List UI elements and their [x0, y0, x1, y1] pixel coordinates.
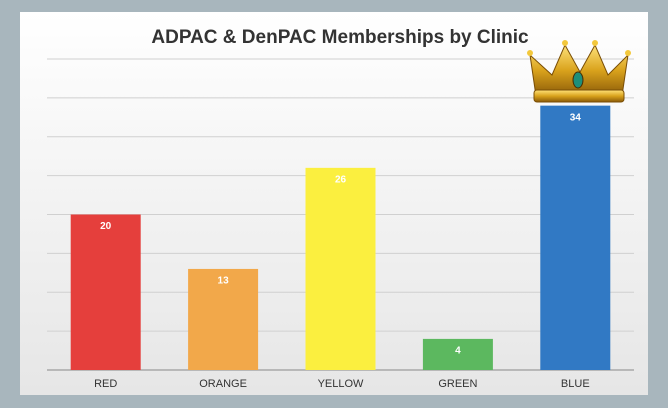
value-label: 4: [455, 346, 461, 357]
value-label: 34: [570, 112, 582, 123]
bar: [422, 338, 493, 370]
value-label: 26: [335, 174, 347, 185]
value-label: 13: [218, 276, 230, 287]
crown-decoration: [527, 40, 631, 103]
x-tick-label: BLUE: [561, 378, 590, 390]
x-tick-label: ORANGE: [199, 378, 247, 390]
x-tick-label: GREEN: [438, 378, 477, 390]
bar: [305, 167, 376, 370]
x-tick-label: YELLOW: [318, 378, 364, 390]
chart-title: ADPAC & DenPAC Memberships by Clinic: [151, 27, 529, 48]
x-tick-label: RED: [94, 378, 117, 390]
bar: [70, 214, 141, 370]
bar: [188, 268, 259, 370]
bar: [540, 105, 611, 371]
value-label: 20: [100, 221, 112, 232]
